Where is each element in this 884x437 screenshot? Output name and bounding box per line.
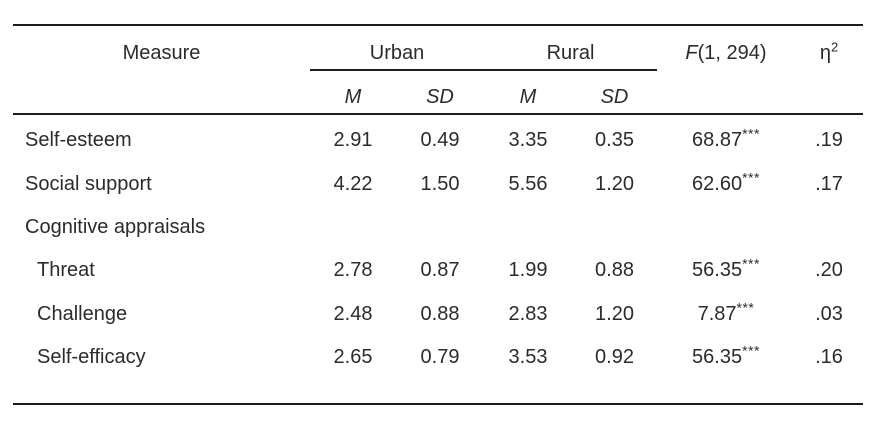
- f-value: 68.87: [692, 129, 743, 152]
- eta-superscript: 2: [830, 38, 839, 54]
- header-urban-m: M: [344, 85, 362, 108]
- cell-urban-sd: 0.79: [420, 346, 460, 369]
- header-urban-sd: SD: [426, 85, 454, 108]
- table-top-rule: [13, 24, 863, 26]
- cell-rural-m: 3.35: [508, 129, 548, 152]
- table-row-self-esteem: Self-esteem 2.91 0.49 3.35 0.35 68.87***…: [13, 119, 863, 162]
- significance-stars: ***: [742, 255, 760, 272]
- cell-eta-value: .16: [815, 346, 843, 369]
- table-row-social-support: Social support 4.22 1.50 5.56 1.20 62.60…: [13, 162, 863, 205]
- eta-symbol: η: [819, 41, 831, 64]
- header-row-stats: M SD M SD: [13, 82, 863, 112]
- cell-urban-m: 2.65: [333, 346, 373, 369]
- cell-rural-sd: 0.92: [595, 346, 634, 369]
- cell-f-value: 7.87***: [657, 300, 795, 326]
- table-row-self-efficacy: Self-efficacy 2.65 0.79 3.53 0.92 56.35*…: [13, 336, 863, 379]
- cell-urban-sd: 0.88: [420, 302, 460, 325]
- cell-eta-value: .20: [815, 259, 843, 282]
- cell-urban-m: 4.22: [333, 172, 373, 195]
- cell-f-value: 56.35***: [657, 255, 795, 282]
- cell-eta-value: .19: [815, 129, 843, 152]
- urban-rural-spanner-rule: [310, 69, 657, 71]
- table-row-threat: Threat 2.78 0.87 1.99 0.88 56.35*** .20: [13, 249, 863, 292]
- table-row-challenge: Challenge 2.48 0.88 2.83 1.20 7.87*** .0…: [13, 293, 863, 336]
- row-label: Social support: [25, 172, 152, 195]
- cell-f-value: 68.87***: [657, 125, 795, 152]
- f-value: 56.35: [692, 259, 743, 282]
- row-label: Challenge: [37, 302, 128, 325]
- cell-f-value: 62.60***: [657, 170, 795, 196]
- f-symbol: F: [685, 41, 698, 64]
- cell-urban-m: 2.91: [333, 129, 373, 152]
- significance-stars: ***: [742, 168, 760, 185]
- cell-urban-sd: 0.49: [420, 129, 460, 152]
- f-df: (1, 294): [697, 41, 767, 64]
- row-label: Threat: [37, 259, 95, 282]
- cell-urban-sd: 0.87: [420, 259, 460, 282]
- cell-f-value: 56.35***: [657, 343, 795, 369]
- cell-rural-sd: 0.88: [595, 259, 634, 282]
- header-measure: Measure: [122, 41, 201, 64]
- cell-urban-sd: 1.50: [420, 172, 460, 195]
- header-rural-group: Rural: [546, 41, 595, 64]
- cell-rural-m: 3.53: [508, 346, 548, 369]
- f-value: 7.87: [697, 302, 737, 325]
- cell-rural-sd: 0.35: [595, 129, 634, 152]
- row-label: Self-esteem: [25, 129, 132, 152]
- cell-urban-m: 2.48: [333, 302, 373, 325]
- header-urban-group: Urban: [369, 41, 425, 64]
- significance-stars: ***: [742, 342, 760, 359]
- cell-eta-value: .03: [815, 302, 843, 325]
- cell-rural-sd: 1.20: [595, 302, 634, 325]
- row-label: Self-efficacy: [37, 346, 146, 369]
- table-body: Self-esteem 2.91 0.49 3.35 0.35 68.87***…: [13, 119, 863, 379]
- table-row-cognitive-appraisals: Cognitive appraisals: [13, 206, 863, 249]
- header-rural-sd: SD: [600, 85, 629, 108]
- f-value: 56.35: [692, 346, 743, 369]
- significance-stars: ***: [742, 125, 760, 142]
- table-header-rule: [13, 113, 863, 115]
- f-value: 62.60: [692, 172, 743, 195]
- header-f-statistic: F(1, 294): [657, 42, 795, 65]
- significance-stars: ***: [736, 299, 755, 316]
- table-bottom-rule: [13, 403, 863, 405]
- cell-rural-m: 1.99: [508, 259, 548, 282]
- cell-rural-m: 5.56: [508, 172, 548, 195]
- header-rural-m: M: [519, 85, 537, 108]
- header-row-groups: Measure Urban Rural F(1, 294) η2: [13, 38, 863, 68]
- cell-eta-value: .17: [815, 172, 843, 195]
- cell-urban-m: 2.78: [333, 259, 373, 282]
- row-label: Cognitive appraisals: [25, 215, 206, 238]
- cell-rural-m: 2.83: [508, 302, 548, 325]
- cell-rural-sd: 1.20: [595, 172, 634, 195]
- header-eta-squared: η2: [795, 38, 863, 65]
